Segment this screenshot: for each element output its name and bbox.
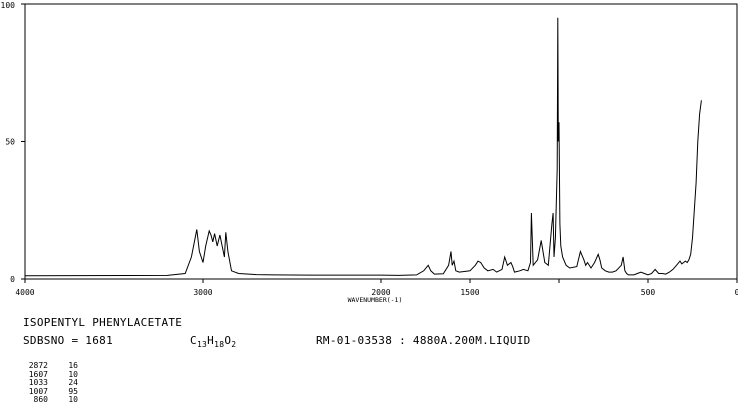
- formula-subscript: 13: [196, 340, 208, 349]
- x-tick-label: 500: [641, 288, 656, 297]
- x-tick-label: 1500: [460, 288, 479, 297]
- y-tick-label: 50: [5, 138, 15, 147]
- x-tick-label: 0: [735, 288, 738, 297]
- x-axis-label: WAVENUMBER(-1): [348, 296, 403, 304]
- peak-row: 1033 24: [22, 379, 78, 388]
- formula-subscript: 2: [231, 340, 237, 349]
- peak-row: 1007 95: [22, 386, 78, 397]
- peak-intensity: 24: [68, 378, 78, 388]
- axis-ticks: [21, 3, 738, 283]
- x-tick-label: 3000: [193, 288, 212, 297]
- peak-row: 2872 16: [22, 361, 78, 371]
- molecular-formula: C13H18O2: [190, 334, 237, 349]
- axis-tick-labels: 4000 3000 2000 1500 500 0 0 50 100: [1, 1, 738, 297]
- peak-wavenumber: 1007: [28, 386, 48, 396]
- peak-intensity: 10: [68, 369, 78, 379]
- peak-row: 860 10: [22, 396, 78, 405]
- peak-intensity: 16: [68, 361, 78, 370]
- x-tick-label: 4000: [15, 288, 34, 297]
- formula-element: O: [224, 334, 232, 347]
- compound-name: ISOPENTYL PHENYLACETATE: [23, 316, 183, 329]
- sdbs-number: SDBSNO = 1681: [23, 334, 113, 347]
- measurement-info: RM-01-03538 : 4880A.200M.LIQUID: [316, 334, 531, 347]
- formula-element: H: [207, 334, 215, 347]
- peak-wavenumber: 1033: [28, 378, 48, 388]
- x-tick-label: 2000: [371, 288, 390, 297]
- peak-wavenumber: 860: [33, 395, 48, 405]
- formula-subscript: 18: [214, 340, 225, 349]
- spectrum-chart: 4000 3000 2000 1500 500 0 0 50 100 WAVENUMBER(-1…: [1, 1, 738, 304]
- y-tick-label: 100: [1, 1, 16, 10]
- y-tick-label: 0: [10, 275, 15, 284]
- spectrum-line: [24, 17, 702, 277]
- peak-row: 1607 10: [22, 369, 78, 380]
- peak-table: 2872 16 1607 10 1033 24 1007 95 860 10: [22, 361, 78, 405]
- peak-wavenumber: 1607: [28, 369, 48, 379]
- peak-intensity: 95: [68, 386, 78, 396]
- formula-element: C: [190, 334, 197, 347]
- plot-border: [24, 3, 738, 280]
- peak-wavenumber: 2872: [28, 361, 48, 370]
- peak-intensity: 10: [68, 395, 78, 405]
- plot-frame: [24, 3, 738, 280]
